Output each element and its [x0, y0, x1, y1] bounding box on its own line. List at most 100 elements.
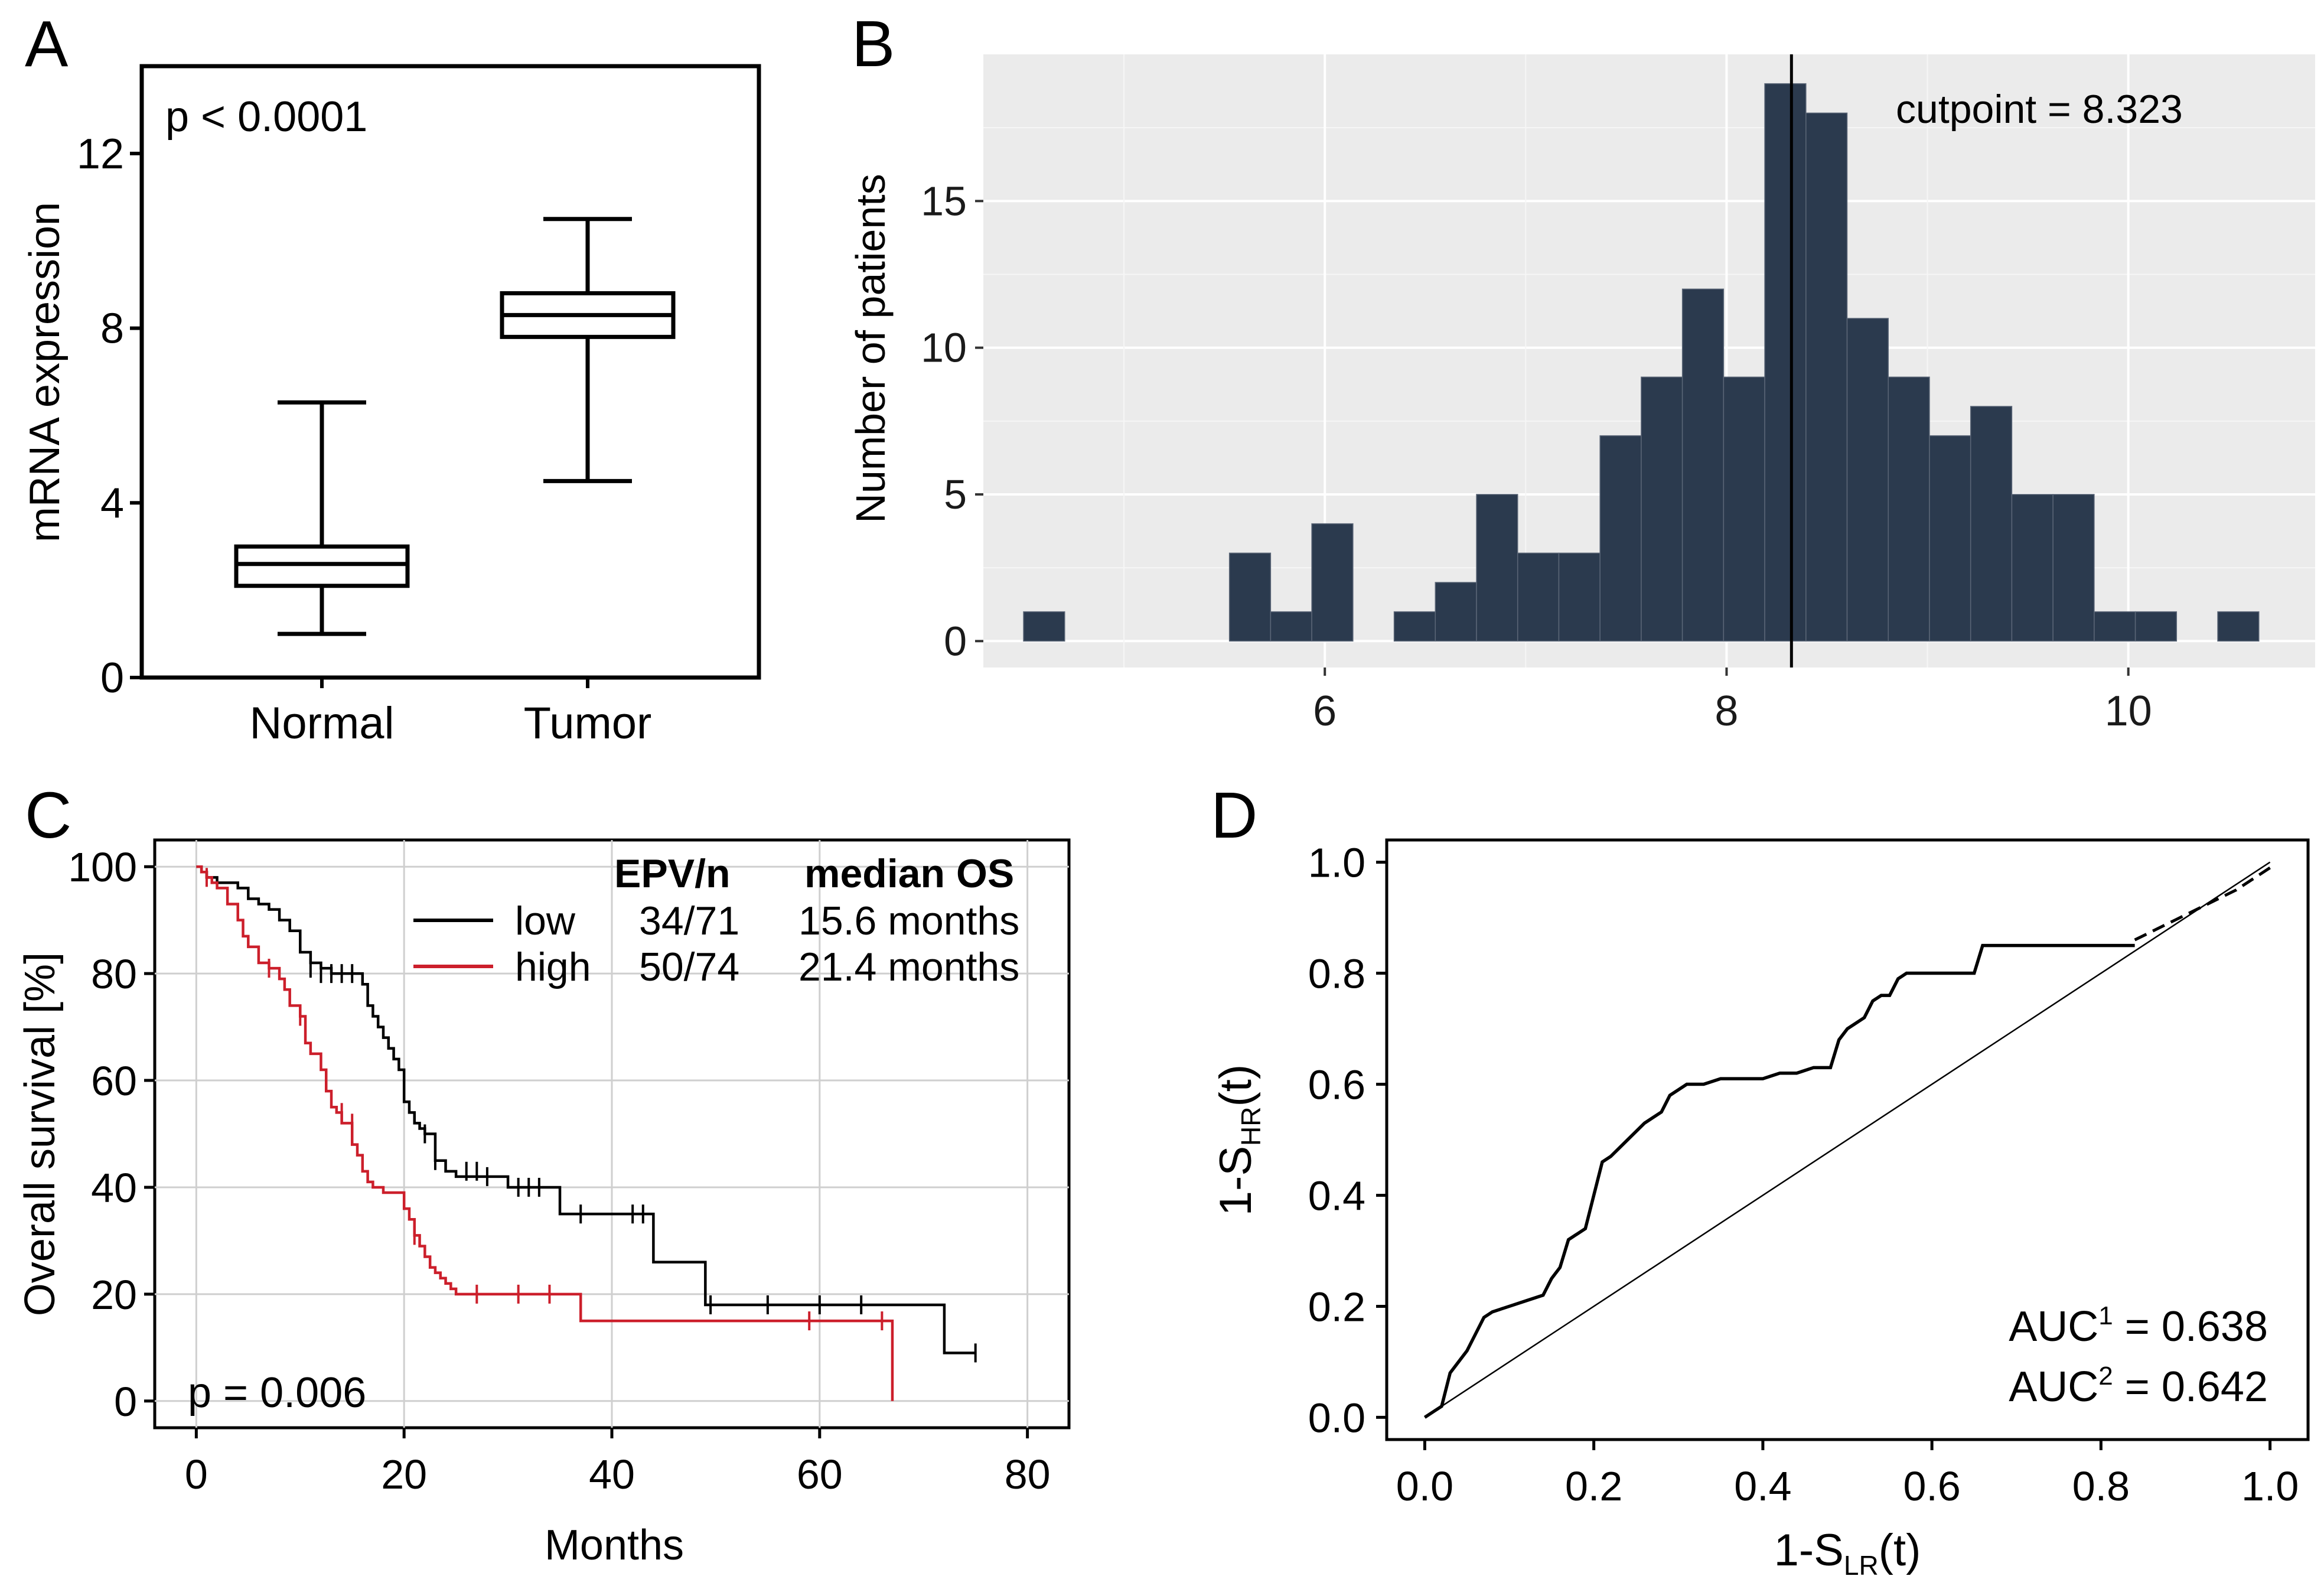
panel-d-xtick-label: 0.8	[2072, 1463, 2130, 1509]
km-curve-low	[196, 865, 977, 1363]
panel-d-xtick-label: 0.0	[1396, 1463, 1453, 1509]
panel-d-ytick-label: 0.4	[1308, 1173, 1365, 1219]
panel-c-grid	[155, 840, 1069, 1428]
panel-a-xtick-label: Normal	[250, 698, 395, 748]
legend-os-high: 21.4 months	[798, 945, 1019, 989]
legend-epv-low: 34/71	[639, 898, 739, 943]
panel-d-ytick-label: 0.2	[1308, 1284, 1365, 1330]
legend-os-low: 15.6 months	[798, 898, 1019, 943]
panel-b-ytick-label: 0	[944, 618, 967, 664]
panel-c-xtick-label: 80	[1005, 1451, 1051, 1497]
panel-c-xtick-label: 60	[797, 1451, 843, 1497]
panel-b-yticks: 0 5 10 15	[921, 178, 983, 664]
panel-c-yticks: 0 20 40 60 80 100	[68, 844, 155, 1425]
panel-b-cutpoint-label: cutpoint = 8.323	[1896, 87, 2183, 132]
panel-c: C 0 20 40 60 80 100 0 20 40 60 80 Months Overall …	[17, 779, 1071, 1569]
panel-d-line-reference	[1424, 861, 2271, 1418]
km-curve-high	[196, 865, 894, 1401]
panel-c-xtick-label: 20	[381, 1451, 427, 1497]
histogram-bar	[1641, 376, 1683, 642]
histogram-bar	[1311, 523, 1354, 642]
panel-d-xtick-label: 0.4	[1734, 1463, 1791, 1509]
histogram-bar	[1929, 435, 1971, 642]
histogram-bar	[2134, 611, 2178, 642]
panel-a-ytick-label: 8	[100, 305, 124, 353]
panel-b-xtick-label: 8	[1715, 688, 1738, 735]
histogram-bar	[1476, 494, 1518, 642]
svg-text:1-SHR(t): 1-SHR(t)	[1211, 1064, 1266, 1216]
panel-a-annotation: p < 0.0001	[165, 93, 367, 141]
panel-d-line-dashed	[2134, 866, 2271, 942]
panel-c-ytick-label: 20	[91, 1272, 137, 1318]
box-tumor	[500, 217, 676, 483]
panel-c-xlabel: Months	[545, 1522, 684, 1569]
panel-c-ylabel: Overall survival [%]	[17, 952, 64, 1316]
box-iqr	[234, 544, 410, 588]
panel-a-ytick-label: 4	[100, 480, 124, 527]
histogram-bar	[1970, 406, 2013, 642]
legend-epv-high: 50/74	[639, 945, 739, 989]
panel-c-ytick-label: 60	[91, 1058, 137, 1104]
km-line-low	[196, 865, 976, 1354]
box-normal	[234, 400, 410, 636]
panel-d-letter: D	[1211, 779, 1257, 852]
histogram-bar	[1888, 376, 1930, 642]
panel-a-ylabel: mRNA expression	[21, 202, 69, 542]
panel-b-bars	[1023, 83, 2260, 642]
panel-b-letter: B	[852, 8, 895, 80]
histogram-bar	[1846, 318, 1889, 642]
panel-d-ytick-label: 0.8	[1308, 951, 1365, 997]
panel-b-ytick-label: 10	[921, 325, 967, 371]
panel-d-ytick-label: 0.6	[1308, 1062, 1365, 1108]
panel-a-xlabels: Normal Tumor	[250, 678, 652, 748]
panel-d-xtick-label: 0.2	[1565, 1463, 1622, 1509]
panel-c-legend: EPV/n median OS low 34/71 15.6 months hi…	[413, 851, 1019, 989]
histogram-bar	[1435, 582, 1477, 642]
panel-a-xtick-label: Tumor	[524, 698, 652, 748]
panel-c-ytick-label: 100	[68, 844, 137, 890]
km-line-high	[196, 865, 894, 1401]
panel-d-xlabel: 1-SLR(t)	[1774, 1525, 1921, 1581]
panel-b-xtick-label: 6	[1313, 688, 1337, 735]
panel-a-boxes	[234, 217, 676, 636]
legend-header-epv: EPV/n	[614, 851, 731, 896]
histogram-bar	[1023, 611, 1065, 642]
panel-c-ytick-label: 80	[91, 951, 137, 997]
panel-c-curves	[196, 865, 977, 1401]
panel-b: B cutpoint = 8.323 0 5 10 15 6 8 10 Number of…	[848, 8, 2315, 735]
panel-a-frame	[139, 64, 761, 680]
panel-a-ytick-label: 12	[77, 131, 124, 178]
histogram-bar	[1764, 83, 1807, 642]
panel-d-xtick-label: 1.0	[2241, 1463, 2299, 1509]
legend-header-median-os: median OS	[804, 851, 1014, 896]
panel-c-ytick-label: 0	[114, 1379, 137, 1425]
panel-b-ylabel: Number of patients	[848, 174, 894, 523]
panel-b-xtick-label: 10	[2105, 688, 2152, 735]
legend-label-low: low	[515, 898, 576, 943]
panel-d-yticks: 0.0 0.2 0.4 0.6 0.8 1.0	[1308, 840, 1387, 1441]
panel-a-yticks: 0 4 8 12	[77, 131, 142, 702]
panel-d-ylabel: 1-SHR(t)	[1211, 1064, 1266, 1216]
histogram-bar	[2011, 494, 2054, 642]
histogram-bar	[1228, 552, 1272, 642]
panel-a-letter: A	[25, 8, 69, 80]
panel-c-xtick-label: 40	[589, 1451, 635, 1497]
panel-d-xticks: 0.0 0.2 0.4 0.6 0.8 1.0	[1396, 1440, 2299, 1509]
panel-d-lines	[1423, 861, 2271, 1419]
histogram-bar	[1517, 552, 1560, 642]
histogram-bar	[2094, 611, 2136, 642]
panel-c-annotation: p = 0.006	[188, 1369, 366, 1417]
histogram-bar	[1723, 376, 1765, 642]
auc-1-label: AUC1 = 0.638	[2009, 1301, 2268, 1350]
panel-d-frame	[1385, 838, 2310, 1441]
panel-c-letter: C	[25, 779, 71, 852]
panel-b-ytick-label: 15	[921, 178, 967, 224]
svg-text:1-SLR(t): 1-SLR(t)	[1774, 1525, 1921, 1581]
histogram-bar	[1393, 611, 1436, 642]
panel-b-ytick-label: 5	[944, 471, 967, 517]
panel-d-ytick-label: 1.0	[1308, 840, 1365, 886]
histogram-bar	[1599, 435, 1642, 642]
legend-label-high: high	[515, 945, 591, 989]
panel-d-xtick-label: 0.6	[1903, 1463, 1960, 1509]
